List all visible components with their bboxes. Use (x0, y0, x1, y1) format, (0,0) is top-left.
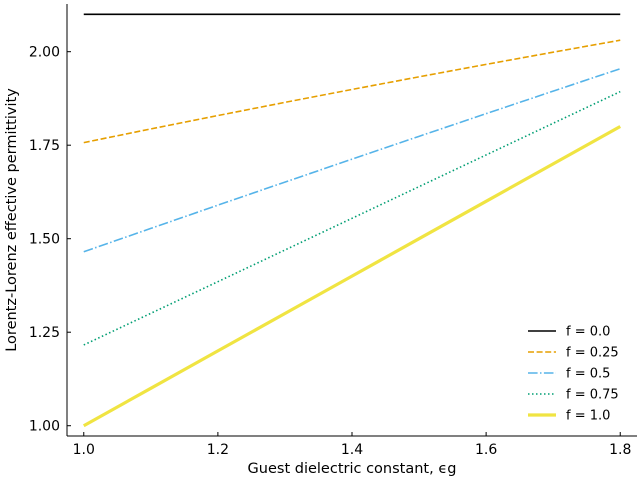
y-tick-label-3: 1.75 (29, 138, 60, 154)
y-axis-label: Lorentz-Lorenz effective permittivity (4, 88, 20, 352)
legend-label-0: f = 0.0 (566, 325, 610, 340)
series-line-4 (82, 125, 622, 428)
y-ticks: 1.00 1.25 1.50 1.75 2.00 (29, 45, 71, 435)
series-layer (82, 13, 622, 428)
series-line-1 (83, 39, 621, 144)
y-tick-label-4: 2.00 (29, 45, 60, 61)
series-line-2 (83, 67, 621, 253)
x-tick-label-1: 1.2 (207, 442, 229, 458)
legend-label-3: f = 0.75 (566, 388, 619, 403)
legend-label-2: f = 0.5 (566, 367, 610, 382)
series-line-3 (83, 90, 621, 346)
x-tick-label-2: 1.4 (341, 442, 363, 458)
legend-label-4: f = 1.0 (566, 409, 610, 424)
y-tick-label-2: 1.50 (29, 232, 60, 248)
x-ticks: 1.0 1.2 1.4 1.6 1.8 (73, 432, 631, 458)
legend: f = 0.0 f = 0.25 f = 0.5 f = 0.75 f = 1.0 (528, 325, 619, 424)
x-tick-label-0: 1.0 (73, 442, 95, 458)
x-axis-label: Guest dielectric constant, ϵg (248, 461, 457, 477)
y-tick-label-1: 1.25 (29, 325, 60, 341)
legend-label-1: f = 0.25 (566, 346, 619, 361)
y-tick-label-0: 1.00 (29, 419, 60, 435)
x-tick-label-3: 1.6 (475, 442, 497, 458)
axes-layer (66, 4, 637, 437)
x-tick-label-4: 1.8 (609, 442, 631, 458)
